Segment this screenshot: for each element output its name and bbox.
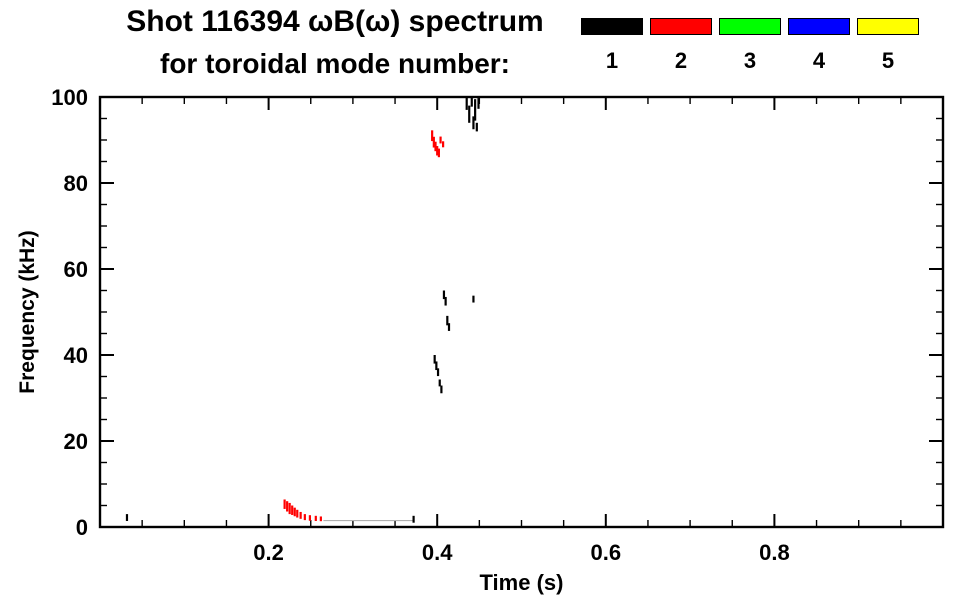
legend-label: 3	[743, 48, 757, 73]
legend-label: 1	[605, 48, 619, 73]
legend-item-n4: 4	[788, 18, 850, 72]
chart-subtitle: for toroidal mode number:	[160, 48, 510, 79]
legend-label: 5	[881, 48, 895, 73]
legend-color-swatch	[650, 18, 712, 35]
legend-color-swatch	[788, 18, 850, 35]
tick-labels: 0.2 0.4 0.6 0.8 0 20 40 60 80 100	[51, 85, 789, 565]
svg-text:0.8: 0.8	[759, 540, 790, 565]
legend-label: 2	[674, 48, 688, 73]
mode-number-legend: 1 2 3 4 5	[581, 18, 919, 72]
svg-text:100: 100	[51, 85, 88, 110]
chart-title: Shot 116394 ωB(ω) spectrum	[126, 5, 544, 38]
legend-item-n1: 1	[581, 18, 643, 72]
axis-ticks	[100, 96, 943, 528]
legend-item-n3: 3	[719, 18, 781, 72]
svg-text:40: 40	[64, 343, 88, 368]
legend-color-swatch	[581, 18, 643, 35]
svg-text:0.2: 0.2	[253, 540, 284, 565]
legend-color-swatch	[857, 18, 919, 35]
svg-text:20: 20	[64, 429, 88, 454]
svg-text:80: 80	[64, 171, 88, 196]
data-marks	[125, 98, 480, 523]
svg-text:0: 0	[76, 515, 88, 540]
legend-item-n5: 5	[857, 18, 919, 72]
legend-color-swatch	[719, 18, 781, 35]
legend-label: 4	[812, 48, 826, 73]
svg-text:0.6: 0.6	[591, 540, 622, 565]
legend-item-n2: 2	[650, 18, 712, 72]
x-axis-label: Time (s)	[479, 570, 564, 595]
plot-frame	[98, 95, 945, 529]
svg-text:60: 60	[64, 257, 88, 282]
svg-text:0.4: 0.4	[422, 540, 453, 565]
